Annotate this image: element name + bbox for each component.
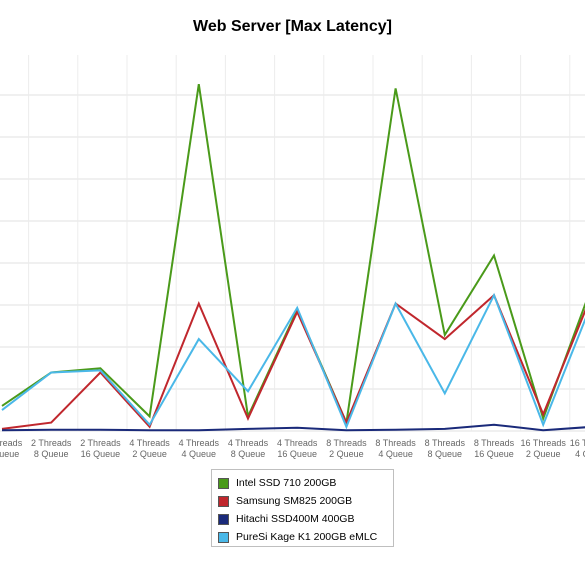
legend-swatch xyxy=(218,531,229,543)
legend-item: Intel SSD 710 200GB xyxy=(218,474,387,492)
legend-swatch xyxy=(218,495,229,507)
chart-title: Web Server [Max Latency] xyxy=(193,18,392,35)
legend-label: Hitachi SSD400M 400GB xyxy=(236,513,355,525)
legend-label: Intel SSD 710 200GB xyxy=(236,477,337,489)
grid xyxy=(0,55,585,432)
series-line-4 xyxy=(1,292,585,430)
legend-item: Samsung SM825 200GB xyxy=(218,492,387,510)
x-tick-label: 2 Threads 16 Queue xyxy=(80,438,121,459)
x-tick-label: 4 Threads 8 Queue xyxy=(228,438,269,459)
series-lines xyxy=(1,84,585,432)
x-tick-label: 4 Threads 16 Queue xyxy=(277,438,318,459)
legend-label: PureSi Kage K1 200GB eMLC xyxy=(236,531,378,543)
x-tick-label: 8 Threads 8 Queue xyxy=(425,438,466,459)
legend-item: PureSi Kage K1 200GB eMLC xyxy=(218,528,387,546)
x-tick-label: 4 Threads 4 Queue xyxy=(179,438,220,459)
series-line-3 xyxy=(1,423,585,432)
legend-item: Hitachi SSD400M 400GB xyxy=(218,510,387,528)
x-tick-label: 8 Threads 2 Queue xyxy=(326,438,367,459)
x-tick-label: 2 Threads 8 Queue xyxy=(31,438,72,459)
legend-label: Samsung SM825 200GB xyxy=(236,495,353,507)
x-tick-label: 4 Threads 2 Queue xyxy=(129,438,170,459)
legend: Intel SSD 710 200GB Samsung SM825 200GB Hi… xyxy=(211,469,394,547)
legend-swatch xyxy=(218,477,229,489)
x-tick-label: 16 Threads 2 Queue xyxy=(521,438,567,459)
legend-swatch xyxy=(218,513,229,525)
x-tick-label: 8 Threads 16 Queue xyxy=(474,438,515,459)
x-tick-label: 8 Threads 4 Queue xyxy=(375,438,416,459)
